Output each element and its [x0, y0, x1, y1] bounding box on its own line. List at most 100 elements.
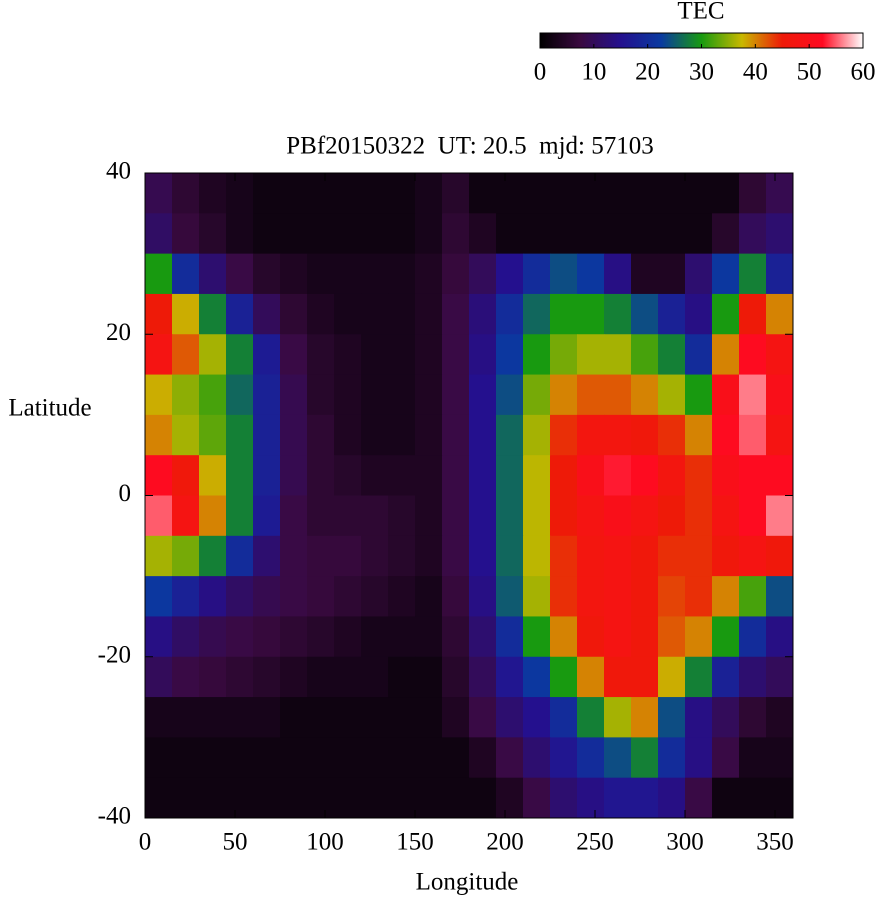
heatmap-cell: [766, 656, 794, 698]
heatmap-cell: [469, 213, 497, 255]
heatmap-cell: [604, 293, 632, 335]
heatmap-cell: [334, 576, 362, 617]
colorbar-tick-label: 30: [689, 59, 714, 86]
heatmap-cell: [172, 334, 200, 376]
heatmap-cell: [307, 374, 335, 416]
heatmap-cell: [469, 737, 497, 779]
heatmap-cell: [226, 697, 254, 738]
heatmap-cell: [658, 213, 686, 255]
heatmap-cell: [631, 576, 659, 617]
heatmap-cell: [766, 253, 794, 295]
heatmap-cell: [226, 495, 254, 537]
heatmap-cell: [469, 697, 497, 738]
heatmap-cell: [577, 697, 605, 738]
heatmap-cell: [145, 656, 173, 698]
heatmap-cell: [604, 656, 632, 698]
heatmap-cell: [361, 576, 389, 617]
x-tick-label: 250: [576, 829, 614, 856]
heatmap-cell: [199, 495, 227, 537]
heatmap-cell: [766, 334, 794, 376]
heatmap-cell: [739, 334, 767, 376]
heatmap-cell: [766, 737, 794, 779]
heatmap-cell: [253, 737, 281, 779]
heatmap-cell: [199, 576, 227, 617]
heatmap-cell: [226, 777, 254, 819]
heatmap-cell: [550, 374, 578, 416]
heatmap-cell: [388, 535, 416, 577]
heatmap-cell: [199, 213, 227, 255]
heatmap-cell: [712, 293, 740, 335]
heatmap-cell: [523, 414, 551, 456]
heatmap-cell: [253, 173, 281, 214]
heatmap-cell: [496, 293, 524, 335]
heatmap-cell: [550, 213, 578, 255]
heatmap-cell: [172, 293, 200, 335]
heatmap-cell: [658, 253, 686, 295]
heatmap-cell: [280, 535, 308, 577]
heatmap-cell: [199, 253, 227, 295]
heatmap-cell: [469, 535, 497, 577]
heatmap-cell: [361, 656, 389, 698]
heatmap-cell: [361, 293, 389, 335]
heatmap-cell: [496, 616, 524, 658]
x-tick-label: 0: [139, 829, 152, 856]
heatmap-cell: [469, 414, 497, 456]
heatmap-cell: [685, 293, 713, 335]
heatmap-cell: [577, 293, 605, 335]
heatmap-cell: [523, 455, 551, 496]
heatmap-cell: [253, 495, 281, 537]
heatmap-cell: [577, 173, 605, 214]
y-tick-label: 20: [106, 319, 131, 346]
heatmap-cell: [604, 535, 632, 577]
heatmap-cell: [685, 414, 713, 456]
heatmap-cell: [280, 656, 308, 698]
x-tick-label: 100: [306, 829, 344, 856]
heatmap-cell: [496, 173, 524, 214]
heatmap-cell: [739, 293, 767, 335]
colorbar-tick-label: 40: [743, 59, 768, 86]
heatmap-cell: [766, 213, 794, 255]
heatmap-cell: [685, 656, 713, 698]
heatmap-cell: [604, 576, 632, 617]
heatmap-cell: [145, 374, 173, 416]
heatmap-cell: [442, 253, 470, 295]
heatmap-cell: [172, 535, 200, 577]
y-tick-label: 40: [106, 158, 131, 185]
heatmap-cell: [496, 374, 524, 416]
heatmap-cell: [739, 656, 767, 698]
heatmap-cell: [172, 495, 200, 537]
heatmap-cell: [658, 334, 686, 376]
heatmap-cell: [550, 697, 578, 738]
heatmap-cell: [226, 293, 254, 335]
heatmap-cell: [280, 737, 308, 779]
heatmap-cell: [739, 374, 767, 416]
x-tick-label: 200: [486, 829, 524, 856]
heatmap-cell: [766, 697, 794, 738]
heatmap-cell: [226, 737, 254, 779]
heatmap-cell: [280, 616, 308, 658]
heatmap-cell: [550, 455, 578, 496]
heatmap-cell: [442, 535, 470, 577]
heatmap-cell: [199, 334, 227, 376]
heatmap-cell: [361, 173, 389, 214]
heatmap-cell: [415, 535, 443, 577]
heatmap-cell: [361, 535, 389, 577]
heatmap-cell: [334, 697, 362, 738]
heatmap-cell: [739, 697, 767, 738]
heatmap-cell: [172, 213, 200, 255]
heatmap-cell: [577, 213, 605, 255]
heatmap-cell: [685, 616, 713, 658]
heatmap-cell: [523, 777, 551, 819]
heatmap-cell: [280, 455, 308, 496]
heatmap-cell: [280, 374, 308, 416]
heatmap-cell: [253, 656, 281, 698]
heatmap-cell: [145, 495, 173, 537]
heatmap-cell: [712, 535, 740, 577]
heatmap-cell: [766, 293, 794, 335]
heatmap-cell: [685, 213, 713, 255]
heatmap-cell: [388, 576, 416, 617]
heatmap-cell: [658, 616, 686, 658]
heatmap-cell: [577, 374, 605, 416]
heatmap-cell: [496, 213, 524, 255]
heatmap-cell: [307, 213, 335, 255]
